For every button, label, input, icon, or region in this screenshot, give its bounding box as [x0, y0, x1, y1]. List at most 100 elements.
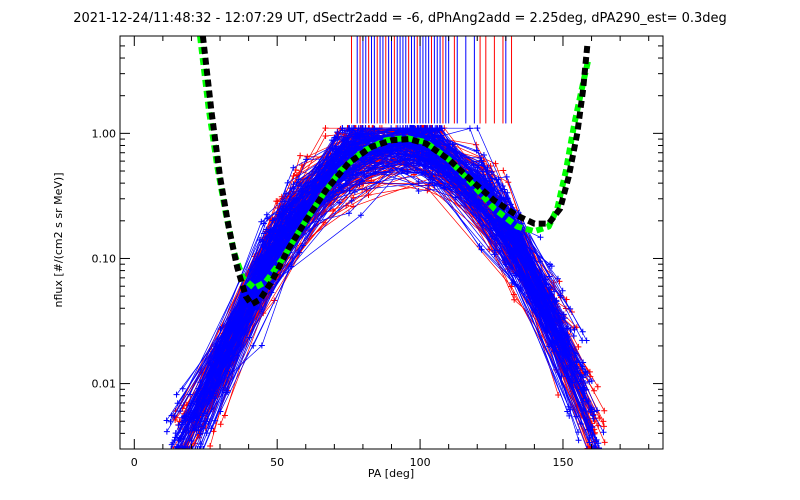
blue-plus-marker — [210, 390, 217, 397]
blue-plus-marker — [250, 342, 257, 349]
blue-plus-marker — [269, 234, 276, 241]
blue-plus-marker — [489, 233, 496, 240]
blue-plus-marker — [466, 125, 473, 132]
blue-plus-marker — [483, 206, 490, 213]
blue-plus-marker — [413, 146, 420, 153]
blue-trace — [190, 160, 589, 430]
red-plus-marker — [601, 407, 608, 414]
blue-plus-marker — [338, 187, 345, 194]
blue-plus-marker — [226, 340, 233, 347]
blue-plus-marker — [357, 212, 364, 219]
red-plus-marker — [594, 383, 601, 390]
blue-plus-marker — [484, 164, 491, 171]
x-tick-label: 0 — [131, 456, 138, 469]
blue-trace — [229, 127, 584, 345]
blue-plus-marker — [414, 166, 421, 173]
red-plus-marker — [555, 391, 562, 398]
red-plus-marker — [322, 132, 329, 139]
blue-trace — [175, 160, 541, 449]
red-plus-marker — [330, 207, 337, 214]
red-plus-marker — [271, 297, 278, 304]
blue-plus-marker — [246, 334, 253, 341]
x-axis-label: PA [deg] — [368, 467, 414, 480]
blue-plus-marker — [284, 215, 291, 222]
blue-plus-marker — [590, 412, 597, 419]
blue-plus-marker — [295, 176, 302, 183]
blue-plus-marker — [581, 371, 588, 378]
blue-plus-marker — [591, 408, 598, 415]
blue-plus-marker — [163, 428, 170, 435]
blue-plus-marker — [425, 182, 432, 189]
red-plus-marker — [274, 198, 281, 205]
blue-plus-marker — [499, 182, 506, 189]
blue-plus-marker — [258, 342, 265, 349]
blue-plus-marker — [186, 446, 193, 449]
blue-plus-marker — [329, 170, 336, 177]
blue-plus-marker — [408, 125, 415, 132]
blue-plus-marker — [470, 161, 477, 168]
red-plus-marker — [587, 446, 594, 449]
blue-plus-marker — [583, 337, 590, 344]
blue-plus-marker — [212, 355, 219, 362]
blue-plus-marker — [290, 181, 297, 188]
blue-plus-marker — [439, 166, 446, 173]
red-plus-marker — [217, 421, 224, 428]
blue-plus-marker — [197, 430, 204, 437]
red-plus-marker — [511, 296, 518, 303]
blue-plus-marker — [416, 126, 423, 133]
blue-plus-marker — [281, 198, 288, 205]
blue-plus-marker — [537, 234, 544, 241]
blue-plus-marker — [200, 446, 207, 449]
blue-plus-marker — [287, 185, 294, 192]
blue-plus-marker — [171, 437, 178, 444]
blue-plus-marker — [548, 263, 555, 270]
blue-plus-marker — [553, 297, 560, 304]
blue-plus-marker — [596, 445, 603, 449]
blue-plus-marker — [290, 164, 297, 171]
blue-plus-marker — [394, 157, 401, 164]
blue-plus-marker — [192, 446, 199, 449]
blue-plus-marker — [577, 386, 584, 393]
blue-plus-marker — [415, 188, 422, 195]
vertical-marks — [350, 36, 513, 124]
blue-plus-marker — [196, 446, 203, 449]
blue-plus-marker — [589, 446, 596, 449]
red-plus-marker — [207, 442, 214, 449]
blue-plus-marker — [586, 439, 593, 446]
x-tick-label: 150 — [552, 456, 573, 469]
blue-plus-marker — [574, 367, 581, 374]
blue-plus-marker — [187, 391, 194, 398]
red-plus-marker — [322, 125, 329, 132]
blue-plus-marker — [488, 169, 495, 176]
blue-plus-marker — [346, 187, 353, 194]
blue-plus-marker — [474, 125, 481, 132]
blue-plus-marker — [558, 373, 565, 380]
red-plus-marker — [568, 309, 575, 316]
blue-plus-marker — [586, 378, 593, 385]
blue-plus-marker — [287, 227, 294, 234]
blue-plus-marker — [429, 126, 436, 133]
blue-plus-marker — [565, 337, 572, 344]
blue-plus-marker — [339, 125, 346, 132]
blue-plus-marker — [579, 328, 586, 335]
red-plus-marker — [575, 343, 582, 350]
blue-plus-marker — [570, 332, 577, 339]
blue-plus-marker — [474, 206, 481, 213]
black-fit-curve — [199, 36, 591, 308]
blue-plus-marker — [210, 364, 217, 371]
blue-plus-marker — [496, 247, 503, 254]
red-plus-marker — [500, 167, 507, 174]
blue-plus-marker — [258, 257, 265, 264]
red-plus-marker — [492, 160, 499, 167]
blue-plus-marker — [584, 446, 591, 449]
blue-plus-marker — [216, 379, 223, 386]
blue-plus-marker — [497, 225, 504, 232]
blue-plus-marker — [567, 305, 574, 312]
blue-plus-marker — [478, 246, 485, 253]
blue-plus-marker — [473, 147, 480, 154]
blue-plus-marker — [371, 125, 378, 132]
blue-plus-marker — [422, 170, 429, 177]
red-plus-marker — [601, 439, 608, 446]
blue-plus-marker — [348, 197, 355, 204]
blue-plus-marker — [476, 243, 483, 250]
